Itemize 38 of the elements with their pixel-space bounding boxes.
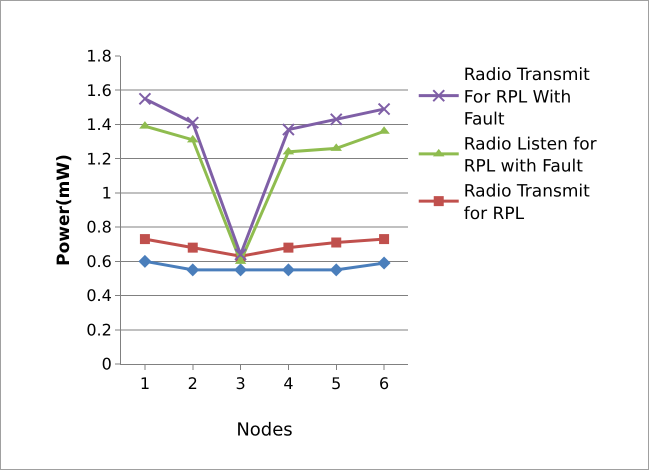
legend-label: Radio Transmit For RPL With Fault <box>464 65 590 130</box>
point <box>138 92 152 106</box>
x-tick-label: 4 <box>283 374 294 394</box>
point <box>282 263 295 276</box>
legend-label: Radio Transmit for RPL <box>464 182 590 224</box>
legend-label: Radio Listen for RPL with Fault <box>464 134 597 177</box>
y-tick-label: 1.4 <box>86 115 112 134</box>
point <box>378 256 391 270</box>
point <box>234 263 248 276</box>
y-tick-label: 1.2 <box>86 149 112 168</box>
y-tick-label: 1 <box>102 183 112 202</box>
point <box>330 263 343 276</box>
point <box>330 112 343 126</box>
y-tick-label: 1.6 <box>86 80 112 100</box>
point <box>138 254 152 268</box>
point <box>283 242 294 253</box>
point <box>186 263 200 276</box>
point <box>140 234 150 244</box>
point <box>234 248 248 261</box>
x-axis-title: Nodes <box>236 419 293 440</box>
point <box>186 116 200 130</box>
point <box>379 234 390 244</box>
point <box>282 123 295 136</box>
y-tick-label: 1.8 <box>86 46 112 66</box>
point <box>331 238 342 248</box>
y-tick-label: 0.8 <box>86 218 112 237</box>
y-tick-label: 0 <box>102 354 112 374</box>
x-tick-label: 3 <box>235 374 246 394</box>
y-tick-label: 0.2 <box>86 320 112 340</box>
point <box>378 102 391 116</box>
x-tick-label: 1 <box>140 374 150 394</box>
x-tick-label: 5 <box>331 374 342 394</box>
y-tick-label: 0.4 <box>86 286 112 306</box>
y-tick-label: 0.6 <box>86 252 112 271</box>
x-tick-label: 2 <box>188 374 198 394</box>
x-tick-label: 6 <box>378 374 390 394</box>
y-axis-title: Power(mW) <box>54 154 74 266</box>
point <box>188 242 198 253</box>
